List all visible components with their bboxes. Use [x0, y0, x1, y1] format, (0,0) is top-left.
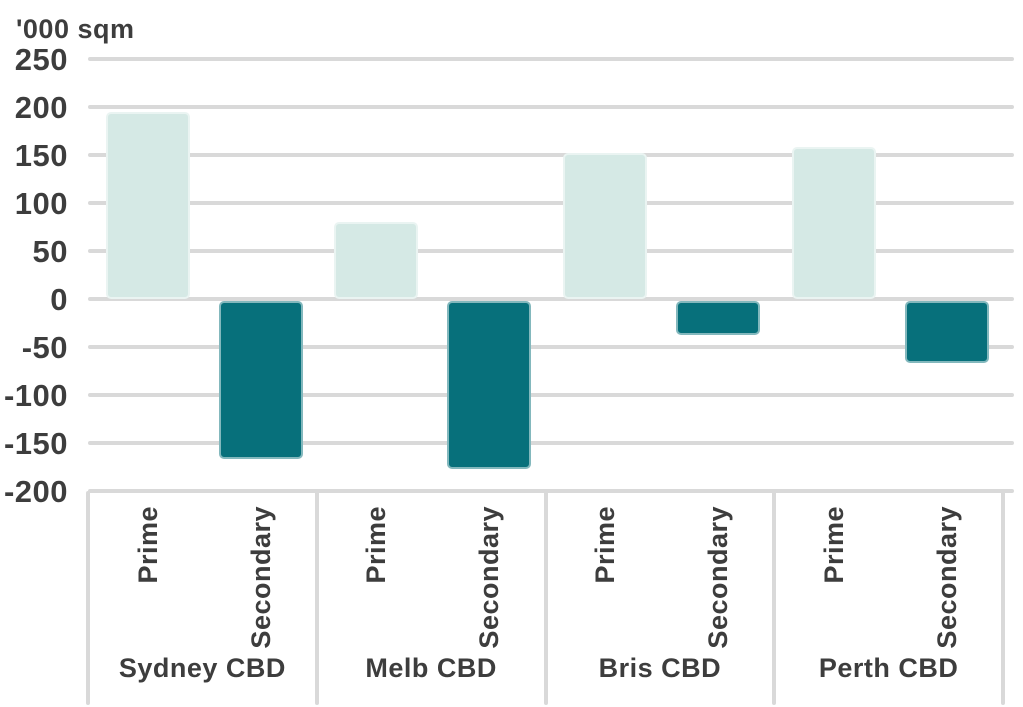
y-tick-label--100: -100: [3, 378, 68, 413]
y-tick-label--200: -200: [3, 474, 68, 509]
series-label-sydney-cbd-secondary: Secondary: [245, 506, 276, 649]
y-tick-label--150: -150: [3, 426, 68, 461]
series-label-bris-cbd-prime: Prime: [590, 506, 620, 584]
gridline--50: [88, 345, 1014, 349]
gridline-100: [88, 201, 1014, 205]
gridline-150: [88, 153, 1014, 157]
category-box-border: [543, 491, 548, 705]
y-tick-label-0: 0: [50, 282, 68, 317]
series-label-perth-cbd-prime: Prime: [818, 506, 849, 584]
category-label-sydney-cbd: Sydney CBD: [118, 653, 286, 683]
category-label-perth-cbd: Perth CBD: [818, 653, 959, 683]
category-box-border: [1001, 491, 1005, 705]
series-label-melb-cbd-prime: Prime: [361, 506, 392, 584]
bar-perth-cbd-secondary: [904, 301, 989, 364]
series-label-sydney-cbd-prime: Prime: [132, 506, 163, 584]
gridline-200: [88, 105, 1014, 109]
gridline--200: [88, 489, 1014, 493]
y-tick-label--50: -50: [21, 330, 68, 365]
bar-perth-cbd-prime: [791, 147, 876, 299]
bar-melb-cbd-prime: [334, 222, 419, 299]
gridline--150: [88, 441, 1014, 445]
gridline-50: [88, 249, 1014, 253]
series-label-perth-cbd-secondary: Secondary: [931, 506, 962, 649]
category-label-melb-cbd: Melb CBD: [365, 653, 497, 683]
gridline-0: [88, 297, 1014, 301]
series-label-melb-cbd-secondary: Secondary: [474, 506, 505, 649]
y-tick-label-50: 50: [32, 234, 68, 269]
bar-bris-cbd-prime: [563, 153, 647, 299]
bar-bris-cbd-secondary: [676, 301, 760, 335]
y-tick-label-150: 150: [14, 138, 68, 173]
bar-sydney-cbd-prime: [105, 111, 190, 299]
category-box-border: [772, 491, 777, 705]
series-label-bris-cbd-secondary: Secondary: [703, 506, 733, 649]
category-box-border: [314, 491, 319, 705]
category-box-border: [86, 491, 90, 705]
y-tick-label-250: 250: [14, 42, 68, 77]
bar-sydney-cbd-secondary: [218, 301, 303, 460]
y-tick-label-100: 100: [14, 186, 68, 221]
gridline--100: [88, 393, 1014, 397]
bar-melb-cbd-secondary: [447, 301, 532, 469]
y-tick-label-200: 200: [14, 90, 68, 125]
y-axis-unit-label: '000 sqm: [16, 14, 135, 44]
category-label-bris-cbd: Bris CBD: [598, 653, 722, 683]
gridline-250: [88, 57, 1014, 61]
